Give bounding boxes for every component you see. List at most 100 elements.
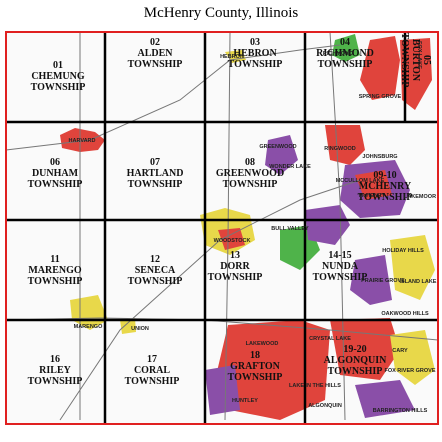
township-label: 08 GREENWOOD TOWNSHIP [216,157,284,190]
urban-area [205,365,240,415]
township-label: 07 HARTLAND TOWNSHIP [127,157,184,190]
place-label: FOX LAKE [416,41,422,69]
urban-area [60,128,105,152]
township-label-line: TOWNSHIP [28,376,83,387]
place-label: SPRING GROVE [359,94,402,100]
place-label: WONDER LAKE [269,164,311,170]
township-label-line: TOWNSHIP [128,276,183,287]
township-label: 16 RILEY TOWNSHIP [28,354,83,387]
urban-area [350,255,392,305]
township-label-line: RILEY [39,365,71,376]
township-label-line: 08 [245,157,255,168]
place-label: ALGONQUIN [308,403,342,409]
township-label-line: CORAL [134,365,170,376]
township-label: 06 DUNHAM TOWNSHIP [28,157,83,190]
township-label-line: MARENGO [28,265,82,276]
place-label: JOHNSBURG [362,154,397,160]
township-label-line: TOWNSHIP [313,272,368,283]
township-label-line: 17 [147,354,157,365]
place-label: MCCULLOM LAKE [336,178,385,184]
township-label-line: TOWNSHIP [31,82,86,93]
urban-area [332,34,360,62]
urban-area [390,235,435,300]
township-label-line: 13 [230,250,240,261]
township-label-line: TOWNSHIP [128,59,183,70]
road [329,31,346,421]
township-label-line: TOWNSHIP [223,179,278,190]
township-label: 11 MARENGO TOWNSHIP [28,254,83,287]
township-label-line: TOWNSHIP [399,33,410,88]
township-label-line: 19-20 [343,344,366,355]
township-label: 19-20 ALGONQUIN TOWNSHIP [324,344,388,377]
map-title: McHenry County, Illinois [144,5,299,21]
land [6,32,438,424]
township-label-line: ALDEN [137,48,173,59]
place-label: McHENRY [359,193,386,199]
place-label: CRYSTAL LAKE [309,336,351,342]
place-label: MARENGO [74,324,103,330]
township-label-line: ALGONQUIN [324,355,388,366]
place-label: WOODSTOCK [214,238,251,244]
township-label: 01 CHEMUNG TOWNSHIP [31,60,86,93]
township-label-line: TOWNSHIP [125,376,180,387]
place-label: PRAIRIE GROVE [361,278,405,284]
township-label-line: 16 [50,354,60,365]
place-label: RINGWOOD [324,146,355,152]
township-label-line: GRAFTON [230,361,281,372]
urban-area [355,380,415,418]
township-label: 14-15 NUNDA TOWNSHIP [313,250,368,283]
township-label: 18 GRAFTON TOWNSHIP [228,350,283,383]
urban-area [265,135,298,175]
township-label-line: TOWNSHIP [208,272,263,283]
place-label: CARY [392,348,408,354]
urban-area [390,330,435,385]
county-border [5,31,439,425]
township-label-line: TOWNSHIP [318,59,373,70]
township-label: 09-10 MCHENRY TOWNSHIP [358,170,413,203]
urban-area [360,36,400,100]
township-label-line: 02 [150,37,160,48]
place-label: OAKWOOD HILLS [381,311,429,317]
urban-area [355,170,392,200]
urban-area [218,228,245,250]
township-grid [6,32,438,424]
township-label-line: HARTLAND [127,168,184,179]
place-label: LAKEWOOD [246,341,279,347]
township-label-line: 09-10 [373,170,396,181]
place-label: HUNTLEY [232,398,258,404]
urban-area [305,205,350,245]
place-label: HEBRON [220,54,244,60]
township-label-line: NUNDA [322,261,359,272]
township-label-line: TOWNSHIP [328,366,383,377]
township-label-line: TOWNSHIP [28,276,83,287]
township-label-line: 03 [250,37,260,48]
urban-area [215,320,330,420]
township-label: 03 HEBRON TOWNSHIP [228,37,283,70]
urban-area [330,318,400,380]
township-label-line: DUNHAM [32,168,79,179]
place-label: RICHMOND [323,51,353,57]
place-label: HARVARD [69,138,96,144]
place-label: LAKEMOOR [404,194,436,200]
township-label-line: TOWNSHIP [228,59,283,70]
place-label: FOX RIVER GROVE [384,368,435,374]
township-label-line: 06 [50,157,60,168]
road [224,31,231,421]
urban-area [325,125,365,165]
place-label: HOLIDAY HILLS [382,248,424,254]
township-label-line: SENECA [135,265,176,276]
township-label: 02 ALDEN TOWNSHIP [128,37,183,70]
place-label: LAKE IN THE HILLS [289,383,341,389]
township-label-line: DORR [220,261,250,272]
place-label: BARRINGTON HILLS [373,408,428,414]
township-label-line: 18 [250,350,260,361]
township-label: 13 DORR TOWNSHIP [208,250,263,283]
township-label-line: 14-15 [328,250,351,261]
township-label: 04 RICHMOND TOWNSHIP [316,37,374,70]
township-label-line: TOWNSHIP [128,179,183,190]
urban-area [400,38,432,110]
township-label-line: TOWNSHIP [228,372,283,383]
place-label: UNION [131,326,149,332]
